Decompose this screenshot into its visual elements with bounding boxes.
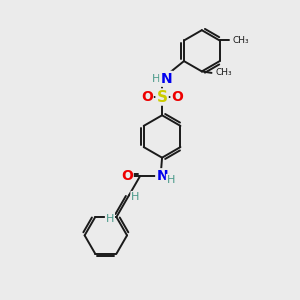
Text: N: N	[160, 72, 172, 86]
Text: O: O	[121, 169, 133, 183]
Text: H: H	[167, 175, 175, 185]
Text: H: H	[131, 192, 140, 202]
Text: H: H	[106, 214, 114, 224]
Text: N: N	[156, 169, 168, 183]
Text: S: S	[157, 89, 168, 104]
Text: O: O	[171, 90, 183, 104]
Text: CH₃: CH₃	[215, 68, 232, 77]
Text: O: O	[141, 90, 153, 104]
Text: CH₃: CH₃	[232, 36, 249, 45]
Text: H: H	[152, 74, 160, 84]
